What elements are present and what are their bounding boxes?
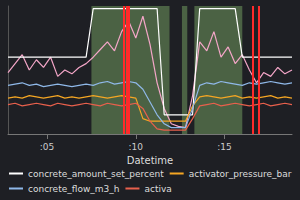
svg-text:activator_pressure_bar: activator_pressure_bar <box>189 169 292 179</box>
svg-text:concrete_amount_set_percent: concrete_amount_set_percent <box>28 169 164 179</box>
svg-text:activa: activa <box>144 184 171 194</box>
svg-text::05: :05 <box>40 142 54 152</box>
svg-text::10: :10 <box>129 142 144 152</box>
svg-text::15: :15 <box>217 142 231 152</box>
svg-text:concrete_flow_m3_h: concrete_flow_m3_h <box>28 184 119 194</box>
svg-text:Datetime: Datetime <box>127 155 174 166</box>
